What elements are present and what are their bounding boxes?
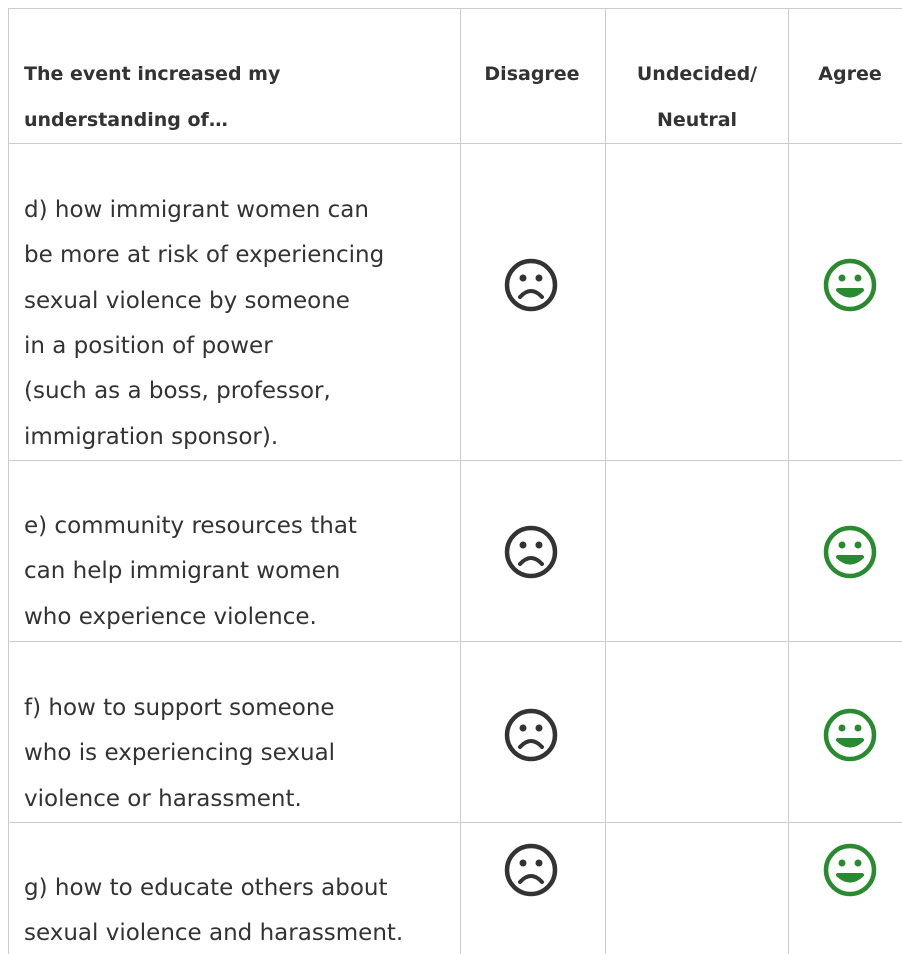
header-cell-text: Disagree — [484, 63, 580, 85]
row-text: violence or harassment. — [24, 785, 302, 812]
row-border — [8, 460, 902, 461]
header-cell-text: The event increased my — [24, 63, 281, 85]
row-border — [8, 8, 902, 9]
row-text: who experience violence. — [24, 603, 317, 630]
row-text: be more at risk of experiencing — [24, 242, 385, 269]
sad-face-icon — [504, 843, 558, 897]
column-border — [460, 8, 461, 954]
row-text: sexual violence and harassment. — [24, 920, 404, 947]
header-cell-text: understanding of… — [24, 109, 228, 131]
row-border — [8, 143, 902, 144]
column-border — [788, 8, 789, 954]
sad-face-icon — [504, 708, 558, 762]
happy-face-icon — [823, 843, 877, 897]
row-text: can help immigrant women — [24, 558, 341, 585]
column-border — [605, 8, 606, 954]
sad-face-icon — [504, 258, 558, 312]
row-border — [8, 822, 902, 823]
row-text: (such as a boss, professor, — [24, 378, 331, 405]
row-text: immigration sponsor). — [24, 423, 279, 450]
happy-face-icon — [823, 708, 877, 762]
row-text: f) how to support someone — [24, 695, 335, 721]
row-text: who is experiencing sexual — [24, 740, 336, 767]
row-border — [8, 641, 902, 642]
header-cell-text: Neutral — [656, 109, 738, 131]
happy-face-icon — [823, 258, 877, 312]
row-text: in a position of power — [24, 332, 273, 359]
row-text: e) community resources that — [24, 513, 357, 539]
header-cell-text: Undecided/ — [636, 63, 758, 85]
row-text: sexual violence by someone — [24, 287, 350, 314]
row-text: d) how immigrant women can — [24, 197, 369, 223]
happy-face-icon — [823, 525, 877, 579]
row-text: g) how to educate others about — [24, 875, 388, 901]
column-border — [8, 8, 9, 954]
header-cell-text: Agree — [818, 63, 882, 85]
sad-face-icon — [504, 525, 558, 579]
